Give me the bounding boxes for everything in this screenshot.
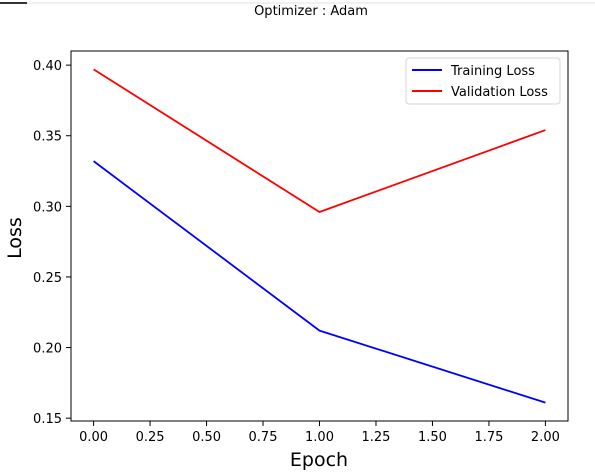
- plot-frame: [70, 50, 569, 422]
- y-tick-label: 0.15: [33, 412, 62, 427]
- chart-title: Optimizer : Adam: [254, 4, 368, 19]
- legend: Training Loss Validation Loss: [405, 57, 561, 105]
- training-loss-line: [93, 160, 546, 404]
- y-tick-label: 0.25: [33, 271, 62, 286]
- x-tick-label: 0.75: [249, 430, 278, 445]
- x-axis-label: Epoch: [290, 449, 348, 471]
- y-tick-label: 0.40: [33, 59, 62, 74]
- y-tick-label: 0.30: [33, 200, 62, 215]
- x-tick-label: 0.00: [79, 430, 108, 445]
- y-tick-label: 0.35: [33, 130, 62, 145]
- x-tick-label: 0.25: [136, 430, 165, 445]
- legend-box: [405, 57, 561, 105]
- y-tick-label: 0.20: [33, 342, 62, 357]
- x-tick-label: 1.25: [362, 430, 391, 445]
- x-tick-label: 1.75: [474, 430, 503, 445]
- validation-loss-line: [93, 68, 546, 213]
- x-tick-label: 0.50: [192, 430, 221, 445]
- y-axis-label: Loss: [4, 217, 26, 259]
- legend-label-training: Training Loss: [450, 64, 535, 79]
- x-tick-label: 1.00: [305, 430, 334, 445]
- x-tick-label: 2.00: [531, 430, 560, 445]
- series-layer: [93, 68, 546, 404]
- ticks-layer: 0.00 0.25 0.50 0.75 1.00 1.25 1.50 1.75 2.00 0.15…: [33, 59, 560, 445]
- x-tick-label: 1.50: [418, 430, 447, 445]
- legend-label-validation: Validation Loss: [451, 85, 548, 100]
